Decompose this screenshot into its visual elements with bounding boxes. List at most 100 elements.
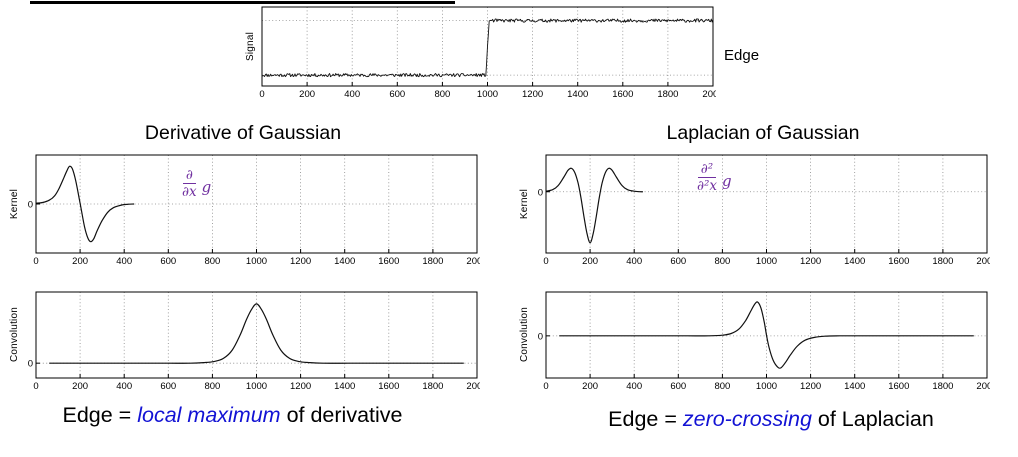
svg-text:200: 200 [582,256,598,267]
svg-text:0: 0 [28,200,33,211]
dog-kernel-plot: Kernel 0 200 400 600 800 1000 1200 1400 1600 1800… [6,152,480,268]
svg-text:800: 800 [204,381,220,392]
svg-text:1400: 1400 [844,256,865,267]
svg-text:1800: 1800 [932,381,953,392]
svg-text:200: 200 [582,381,598,392]
svg-text:0: 0 [259,89,264,100]
log-convolution-plot: Convolution 0 200 400 600 800 1000 1200 1400 160… [516,289,990,393]
svg-text:400: 400 [344,89,360,100]
signal-plot: Signal 0 200 400 600 800 1000 1200 1400 1600 1800… [242,4,716,101]
signal-ylabel-text: Signal [244,32,256,61]
svg-text:1800: 1800 [422,256,443,267]
dog-formula-denominator: ∂x [182,184,197,201]
svg-text:1000: 1000 [477,89,498,100]
svg-text:1000: 1000 [756,256,777,267]
title-laplacian-of-gaussian: Laplacian of Gaussian [666,122,860,144]
svg-text:1400: 1400 [334,256,355,267]
caption-text-pre: Edge = [608,407,683,431]
dog-convolution-ylabel-text: Convolution [8,307,20,363]
edge-label: Edge [724,47,760,64]
log-fraction: ∂² ∂²x [697,162,718,195]
dog-kernel-ylabel: Kernel [6,152,22,268]
log-formula: ∂² ∂²x g [697,162,732,195]
log-kernel-ylabel: Kernel [516,152,532,268]
dog-formula-numerator: ∂ [182,168,196,185]
svg-text:1600: 1600 [612,89,633,100]
svg-text:600: 600 [389,89,405,100]
caption-text-post: of Laplacian [811,407,934,431]
svg-text:0: 0 [33,256,38,267]
caption-left: Edge = local maximum of derivative [10,403,455,428]
svg-text:800: 800 [714,256,730,267]
svg-text:1000: 1000 [246,381,267,392]
svg-text:1600: 1600 [888,256,909,267]
svg-text:1200: 1200 [522,89,543,100]
caption-emphasis: zero-crossing [682,407,812,431]
svg-text:1000: 1000 [756,381,777,392]
log-convolution-ylabel-text: Convolution [518,307,530,363]
log-convolution-ylabel: Convolution [516,289,532,393]
title-derivative-of-gaussian: Derivative of Gaussian [144,122,342,144]
svg-text:1800: 1800 [657,89,678,100]
svg-text:1400: 1400 [567,89,588,100]
top-rule [30,1,455,4]
svg-text:1200: 1200 [290,256,311,267]
svg-text:0: 0 [28,359,33,370]
signal-ylabel: Signal [242,4,258,101]
dog-formula-g: g [201,178,212,197]
svg-text:0: 0 [543,256,548,267]
svg-text:0: 0 [543,381,548,392]
svg-text:0: 0 [33,381,38,392]
svg-text:1000: 1000 [246,256,267,267]
log-kernel-ylabel-text: Kernel [518,188,530,220]
svg-text:400: 400 [626,256,642,267]
svg-text:0: 0 [538,331,543,342]
svg-text:1400: 1400 [844,381,865,392]
svg-text:200: 200 [72,381,88,392]
svg-text:400: 400 [626,381,642,392]
svg-text:800: 800 [204,256,220,267]
caption-emphasis: local maximum [137,403,281,427]
svg-text:200: 200 [72,256,88,267]
dog-formula: ∂ ∂x g [182,168,212,201]
svg-text:800: 800 [434,89,450,100]
svg-text:1600: 1600 [378,381,399,392]
dog-kernel-ylabel-text: Kernel [8,188,20,220]
svg-text:600: 600 [160,381,176,392]
svg-text:1200: 1200 [800,256,821,267]
log-formula-numerator: ∂² [697,162,717,179]
svg-text:800: 800 [714,381,730,392]
caption-right: Edge = zero-crossing of Laplacian [541,407,1001,432]
svg-text:600: 600 [670,381,686,392]
log-formula-denominator: ∂²x [697,178,718,195]
svg-text:1800: 1800 [422,381,443,392]
svg-text:1200: 1200 [800,381,821,392]
log-kernel-plot: Kernel 0 200 400 600 800 1000 1200 1400 1600 1800… [516,152,990,268]
svg-text:400: 400 [116,381,132,392]
svg-text:1600: 1600 [378,256,399,267]
svg-text:1400: 1400 [334,381,355,392]
dog-convolution-ylabel: Convolution [6,289,22,393]
svg-text:600: 600 [160,256,176,267]
svg-text:200: 200 [299,89,315,100]
dog-convolution-plot: Convolution 0 200 400 600 800 1000 1200 1400 160… [6,289,480,393]
caption-text-post: of derivative [280,403,403,427]
svg-text:1200: 1200 [290,381,311,392]
dog-fraction: ∂ ∂x [182,168,197,201]
svg-text:1600: 1600 [888,381,909,392]
caption-text-pre: Edge = [62,403,138,427]
svg-text:400: 400 [116,256,132,267]
svg-text:1800: 1800 [932,256,953,267]
svg-text:0: 0 [538,187,543,198]
svg-text:600: 600 [670,256,686,267]
